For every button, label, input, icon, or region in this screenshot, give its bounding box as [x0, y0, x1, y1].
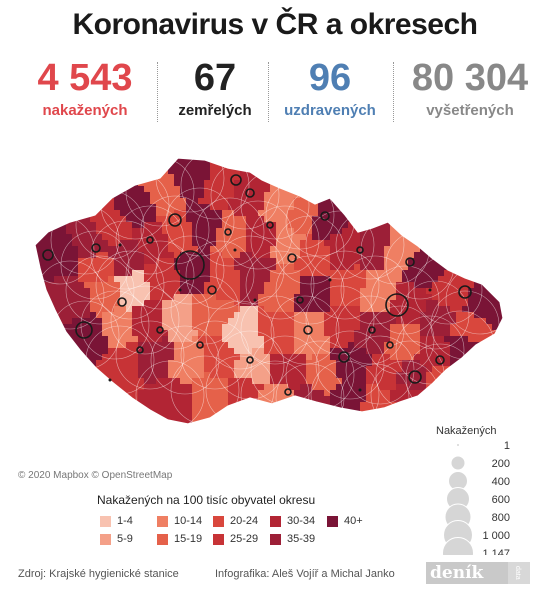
stat-infected-value: 4 543	[37, 57, 133, 99]
legend-label: 40+	[344, 515, 363, 527]
legend-label: 20-24	[230, 515, 259, 527]
legend-item: 35-39	[270, 533, 315, 545]
logo-text: deník	[430, 563, 484, 583]
district-regions	[35, 158, 503, 424]
legend-item: 25-29	[213, 533, 258, 545]
size-legend-label: 1	[504, 440, 510, 452]
legend-item: 15-19	[157, 533, 202, 545]
country-outline	[34, 157, 504, 425]
chart-title: Koronavirus v ČR a okresech	[72, 8, 479, 41]
legend-swatch	[270, 515, 281, 527]
denik-logo: deník data	[426, 562, 530, 584]
size-legend-title: Nakažených	[436, 425, 497, 437]
size-legend: Nakažených 1 200 400 600 800 1 000 1 147	[420, 425, 530, 555]
stat-separator	[157, 62, 158, 122]
stats-row: 4 543 nakažených 67 zemřelých 96 uzdrave…	[0, 58, 550, 128]
stat-tested-label: vyšetřených	[426, 102, 514, 119]
stat-infected-label: nakažených	[42, 102, 128, 119]
credits-text: Infografika: Aleš Vojíř a Michal Janko	[215, 568, 395, 580]
choropleth-map[interactable]	[0, 140, 550, 440]
legend-swatch	[213, 515, 224, 527]
map-credit: © 2020 Mapbox © OpenStreetMap	[18, 470, 173, 481]
stat-recovered-value: 96	[308, 57, 352, 99]
size-legend-label: 800	[492, 512, 510, 524]
legend-label: 25-29	[230, 533, 259, 545]
legend-label: 30-34	[287, 515, 316, 527]
size-legend-label: 400	[492, 476, 510, 488]
legend-swatch	[100, 515, 111, 527]
legend-title: Nakažených na 100 tisíc obyvatel okresu	[97, 493, 316, 507]
stat-infected: 4 543 nakažených	[20, 58, 150, 119]
stat-deaths-label: zemřelých	[178, 102, 252, 119]
logo-background	[426, 562, 530, 584]
stat-recovered-label: uzdravených	[284, 102, 376, 119]
legend-swatch	[157, 533, 168, 545]
size-legend-label: 1 147	[482, 548, 510, 555]
size-legend-circle	[442, 537, 474, 555]
stat-tested: 80 304 vyšetřených	[400, 58, 540, 119]
source-text: Zdroj: Krajské hygienické stanice	[18, 568, 179, 580]
legend-item: 30-34	[270, 515, 315, 527]
legend-item: 20-24	[213, 515, 258, 527]
size-legend-circle	[456, 443, 460, 447]
stat-separator	[268, 62, 269, 122]
legend-item: 10-14	[157, 515, 202, 527]
legend-label: 5-9	[117, 533, 133, 545]
legend-swatch	[157, 515, 168, 527]
size-legend-circle	[450, 455, 466, 471]
size-legend-label: 600	[492, 494, 510, 506]
stat-recovered: 96 uzdravených	[270, 58, 390, 119]
stat-tested-value: 80 304	[411, 57, 529, 99]
legend-item: 1-4	[100, 515, 133, 527]
legend-item: 40+	[327, 515, 363, 527]
legend-swatch	[327, 515, 338, 527]
stat-separator	[393, 62, 394, 122]
legend-label: 35-39	[287, 533, 316, 545]
legend-item: 5-9	[100, 533, 133, 545]
size-legend-circles: 1 200 400 600 800 1 000 1 147	[442, 440, 510, 555]
legend-swatch	[213, 533, 224, 545]
stat-deaths: 67 zemřelých	[165, 58, 265, 119]
legend-label: 1-4	[117, 515, 133, 527]
legend-label: 10-14	[174, 515, 203, 527]
size-legend-label: 200	[492, 458, 510, 470]
legend-swatch	[100, 533, 111, 545]
size-legend-label: 1 000	[482, 530, 510, 542]
legend-swatch	[270, 533, 281, 545]
stat-deaths-value: 67	[193, 57, 237, 99]
logo-sub: data	[514, 566, 521, 580]
case-markers	[42, 174, 472, 396]
legend-label: 15-19	[174, 533, 203, 545]
